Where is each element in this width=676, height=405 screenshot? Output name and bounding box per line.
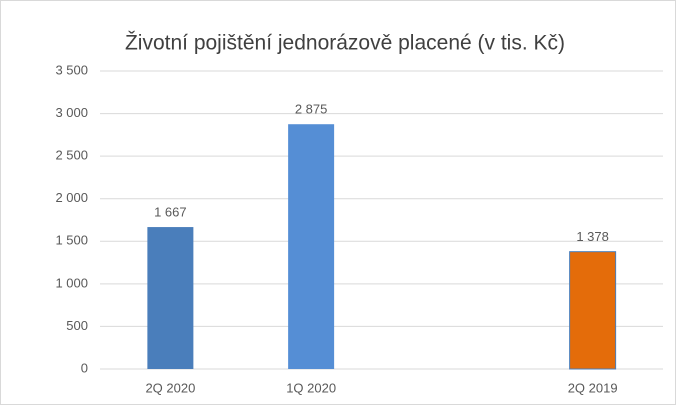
y-tick-label: 3 500: [55, 62, 88, 77]
bar: [288, 124, 335, 369]
x-tick-label: 1Q 2020: [286, 380, 336, 395]
x-tick-label: 2Q 2020: [145, 380, 195, 395]
y-tick-label: 3 000: [55, 105, 88, 120]
y-tick-label: 2 500: [55, 148, 88, 163]
y-tick-label: 2 000: [55, 190, 88, 205]
y-tick-label: 1 500: [55, 233, 88, 248]
y-tick-label: 500: [66, 318, 88, 333]
x-tick-label: 2Q 2019: [568, 380, 618, 395]
data-label: 2 875: [295, 102, 328, 117]
y-tick-label: 1 000: [55, 275, 88, 290]
data-label: 1 378: [576, 229, 609, 244]
bar: [147, 227, 194, 369]
data-label: 1 667: [154, 205, 187, 220]
chart-title: Životní pojištění jednorázově placené (v…: [125, 32, 565, 55]
bar: [569, 251, 617, 370]
y-tick-label: 0: [81, 360, 88, 375]
